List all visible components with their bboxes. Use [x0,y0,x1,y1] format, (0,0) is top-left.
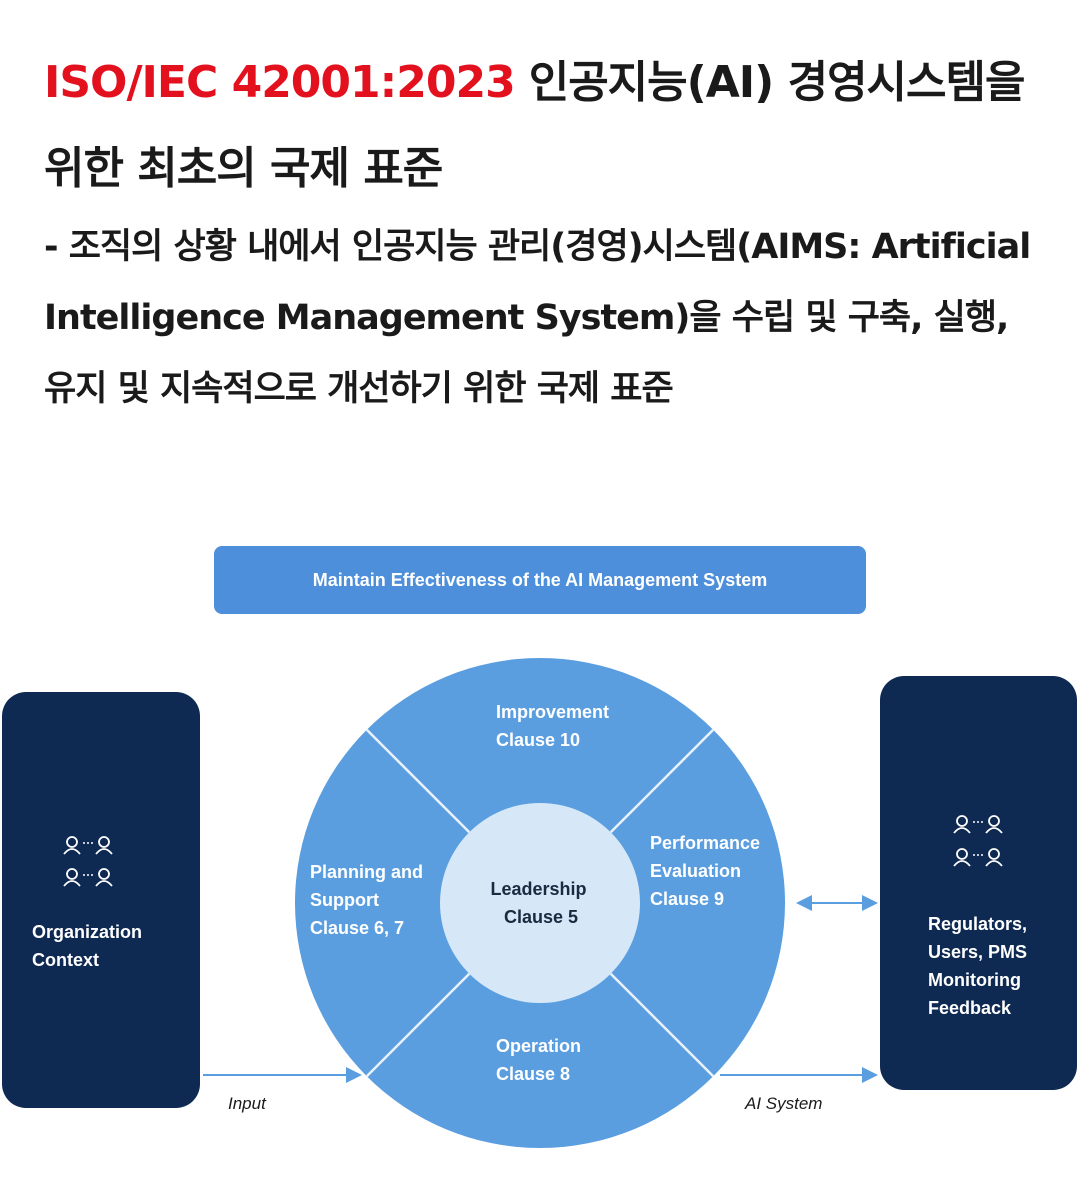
segment-improvement: Improvement Clause 10 [496,702,614,750]
organization-context-box [2,692,200,1108]
center-leadership: Leadership Clause 5 [490,879,591,927]
leadership-core [440,803,640,1003]
stakeholders-box [880,676,1077,1090]
standard-code: ISO/IEC 42001:2023 [44,57,516,108]
input-label: Input [228,1094,267,1113]
organization-context-label: Organization Context [32,922,147,970]
headline: ISO/IEC 42001:2023 인공지능(AI) 경영시스템을 위한 최초의… [44,40,1044,212]
stakeholders-label: Regulators, Users, PMS Monitoring Feedba… [928,914,1032,1018]
headline-title: 인공지능(AI) 경영시스템을 위한 최초의 국제 표준 [44,57,1025,194]
wheel-dividers [365,728,715,1078]
description: - 조직의 상황 내에서 인공지능 관리(경영)시스템(AIMS: Artifi… [44,227,1031,409]
effectiveness-banner [214,546,866,614]
segment-planning-support: Planning and Support Clause 6, 7 [310,862,428,938]
banner-text: Maintain Effectiveness of the AI Managem… [313,570,767,590]
segment-performance-evaluation: Performance Evaluation Clause 9 [650,833,765,909]
segment-operation: Operation Clause 8 [496,1036,586,1084]
ai-system-label: AI System [744,1094,822,1113]
